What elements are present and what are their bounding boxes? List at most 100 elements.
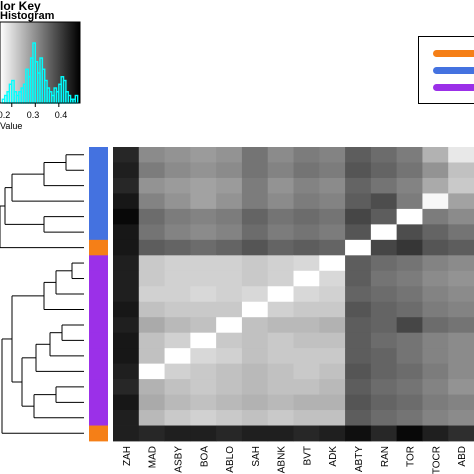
heatmap-cell xyxy=(113,301,140,318)
heatmap-cell xyxy=(293,332,320,349)
heatmap-cell xyxy=(190,147,217,163)
heatmap-cell xyxy=(241,379,269,395)
heatmap-cell xyxy=(216,239,243,256)
heatmap-cell xyxy=(138,348,165,365)
heatmap-cell xyxy=(267,286,294,303)
heatmap-cell xyxy=(448,425,474,442)
color-key-tick: 0.2 xyxy=(0,110,11,120)
heatmap-cell xyxy=(396,239,423,256)
heatmap-cell xyxy=(345,270,372,287)
heatmap-cell xyxy=(293,363,320,380)
heatmap-cell xyxy=(422,162,449,179)
heatmap-cell xyxy=(319,348,346,365)
row-group-color xyxy=(89,208,108,225)
heatmap-cell xyxy=(448,332,474,349)
heatmap-cell xyxy=(396,162,423,179)
heatmap-cell xyxy=(396,177,423,194)
heatmap-cell xyxy=(164,317,191,334)
column-label: ADK xyxy=(328,446,339,467)
heatmap-cell xyxy=(319,239,346,256)
column-label: ABNK xyxy=(277,446,288,474)
heatmap-cell xyxy=(448,410,474,426)
heatmap-cell xyxy=(241,208,269,225)
heatmap-cell xyxy=(396,147,423,163)
heatmap-cell xyxy=(293,177,320,194)
heatmap-cell xyxy=(190,317,217,334)
column-label: ABTY xyxy=(354,446,365,472)
heatmap-cell xyxy=(319,193,346,210)
heatmap-cell xyxy=(164,208,191,225)
heatmap-cell xyxy=(370,394,398,411)
heatmap-cell xyxy=(216,162,243,179)
heatmap-cell xyxy=(422,363,449,380)
heatmap-cell xyxy=(113,317,140,334)
heatmap-cell xyxy=(138,410,165,426)
heatmap-cell xyxy=(370,162,398,179)
heatmap-cell xyxy=(113,270,140,287)
heatmap-cell xyxy=(396,208,423,225)
heatmap-cell xyxy=(241,394,269,411)
heatmap-cell xyxy=(370,379,398,395)
heatmap-cell xyxy=(448,255,474,272)
heatmap-cell xyxy=(422,193,449,210)
heatmap-cell xyxy=(267,379,294,395)
heatmap-cell xyxy=(190,363,217,380)
heatmap-cell xyxy=(422,147,449,163)
heatmap-cell xyxy=(422,301,449,318)
heatmap-cell xyxy=(113,239,140,256)
heatmap-cell xyxy=(216,410,243,426)
heatmap-cell xyxy=(370,286,398,303)
heatmap-cell xyxy=(267,208,294,225)
heatmap-cell xyxy=(448,239,474,256)
heatmap-cell xyxy=(241,224,269,241)
heatmap-cell xyxy=(241,270,269,287)
heatmap-cell xyxy=(422,255,449,272)
heatmap-cell xyxy=(138,425,165,442)
heatmap-cell xyxy=(138,255,165,272)
heatmap-cell xyxy=(448,301,474,318)
row-group-color xyxy=(89,301,108,318)
legend-swatch-orange xyxy=(433,50,474,57)
heatmap-cell xyxy=(345,162,372,179)
heatmap-cell xyxy=(319,177,346,194)
heatmap-cell xyxy=(293,394,320,411)
column-labels: ZAH MAD ASBY BOA ABLO SAH ABNK BVT ADK ABTY RAN TOR… xyxy=(122,446,468,474)
heatmap-cell xyxy=(448,147,474,163)
heatmap-cell xyxy=(138,270,165,287)
heatmap-cell xyxy=(216,301,243,318)
heatmap-cell xyxy=(164,162,191,179)
heatmap-cell xyxy=(396,255,423,272)
heatmap-cell xyxy=(190,255,217,272)
heatmap-cell xyxy=(422,286,449,303)
heatmap-cell xyxy=(216,394,243,411)
heatmap-cell xyxy=(113,363,140,380)
row-group-color xyxy=(89,177,108,194)
heatmap-cell xyxy=(422,410,449,426)
heatmap-cell xyxy=(164,224,191,241)
column-label: ABLO xyxy=(225,446,236,473)
heatmap-cell xyxy=(138,162,165,179)
heatmap-cell xyxy=(293,425,320,442)
heatmap-cell xyxy=(241,147,269,163)
heatmap-cell xyxy=(113,394,140,411)
heatmap-cell xyxy=(138,147,165,163)
heatmap-cell xyxy=(267,410,294,426)
heatmap-cell xyxy=(164,193,191,210)
heatmap-cell xyxy=(293,208,320,225)
heatmap-cell xyxy=(448,317,474,334)
heatmap-cell xyxy=(164,379,191,395)
heatmap-cell xyxy=(422,379,449,395)
row-group-color xyxy=(89,348,108,365)
color-key-xlabel: Value xyxy=(0,121,23,131)
heatmap-cell xyxy=(267,255,294,272)
heatmap-cell xyxy=(138,193,165,210)
heatmap-cell xyxy=(345,239,372,256)
column-label: TOR xyxy=(406,446,417,467)
heatmap-cell xyxy=(396,301,423,318)
row-group-color xyxy=(89,162,108,179)
heatmap-cell xyxy=(190,348,217,365)
heatmap-cell xyxy=(138,379,165,395)
heatmap-cell xyxy=(267,239,294,256)
heatmap-cell xyxy=(190,410,217,426)
heatmap-cell xyxy=(138,239,165,256)
